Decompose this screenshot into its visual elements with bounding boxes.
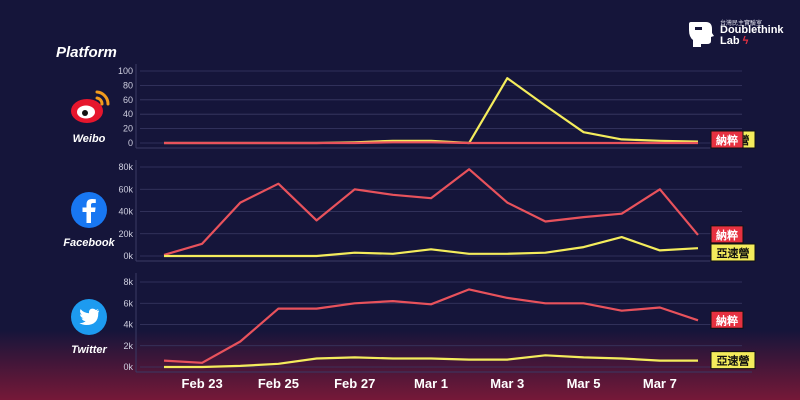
y-tick-label: 60 [123,95,133,105]
y-tick-label: 8k [123,277,133,287]
platform-weibo: Weibo [54,86,124,145]
y-tick-label: 60k [118,184,133,194]
legend-tag-yayingsu: 亞速營 [710,243,756,262]
legend-tag-label: 納粹 [716,313,738,327]
x-tick-label: Feb 23 [182,376,223,391]
platform-label-facebook: Facebook [63,237,115,249]
logo-name-line1: Doublethink [720,24,784,36]
y-tick-label: 40k [118,207,133,217]
y-tick-label: 2k [123,341,133,351]
y-tick-label: 0k [123,251,133,261]
x-tick-label: Feb 25 [258,376,299,391]
y-tick-label: 20 [123,124,133,134]
legend-tag-box [710,225,744,244]
legend-tag-yayingsu: 亞速營 [710,351,756,370]
logo-subtitle: 台灣民主實驗室 [720,21,763,27]
y-tick-label: 40 [123,109,133,119]
y-tick-label: 0k [123,362,133,372]
legend-tag-nacui: 納粹 [710,225,744,244]
legend-tag-nacui: 納粹 [710,310,744,329]
legend-tag-box [710,130,744,149]
platform-label-twitter: Twitter [71,344,107,356]
twitter-icon [71,299,107,335]
x-tick-label: Mar 1 [414,376,448,391]
series-line-nacui [163,288,699,364]
y-tick-label: 0 [128,138,133,148]
series-line-yayingsu [164,77,699,145]
legend-tag-label: 納粹 [716,133,738,147]
y-tick-label: 6k [123,298,133,308]
y-tick-label: 20k [118,229,133,239]
x-axis: Feb 23 Feb 25 Feb 27 Mar 1 Mar 3 Mar 5 Mar 7 [182,376,677,391]
doublethink-lab-logo: 台灣民主實驗室 Doublethink Lab ϟ [686,18,786,48]
x-tick-label: Mar 5 [567,376,601,391]
legend-tag-label: 亞速營 [717,354,750,368]
series-line-nacui [164,141,698,145]
x-tick-label: Mar 3 [490,376,524,391]
x-tick-label: Mar 7 [643,376,677,391]
legend-tag-nacui: 納粹 [710,130,744,149]
platform-twitter: Twitter [54,297,124,356]
chart-panels: 020406080100亞速營納粹0k20k40k60k80k納粹亞速營0k2k… [118,64,756,373]
x-tick-label: Feb 27 [334,376,375,391]
platform-facebook: Facebook [54,190,124,249]
platform-label-weibo: Weibo [72,133,106,145]
weibo-icon [71,90,110,123]
y-tick-label: 100 [118,66,133,76]
background-glow [0,330,800,400]
head-logo-icon [689,22,714,47]
panel-weibo: 020406080100亞速營納粹 [118,64,756,149]
series-line-nacui [163,168,699,256]
y-tick-label: 80 [123,80,133,90]
legend-tag-box [710,310,744,329]
legend-tag-box [710,351,756,370]
series-line-yayingsu [164,354,698,369]
series-line-yayingsu [164,236,699,258]
lightning-icon: ϟ [742,35,749,47]
platform-title: Platform [56,44,117,61]
logo-name-line2: Lab [720,35,740,47]
logo-name: Doublethink Lab ϟ [720,25,784,47]
legend-tag-label: 亞速營 [717,246,750,260]
y-tick-label: 80k [118,162,133,172]
y-tick-label: 4k [123,320,133,330]
facebook-icon [71,192,107,228]
legend-tag-box [710,243,756,262]
legend-tag-label: 納粹 [716,228,738,242]
